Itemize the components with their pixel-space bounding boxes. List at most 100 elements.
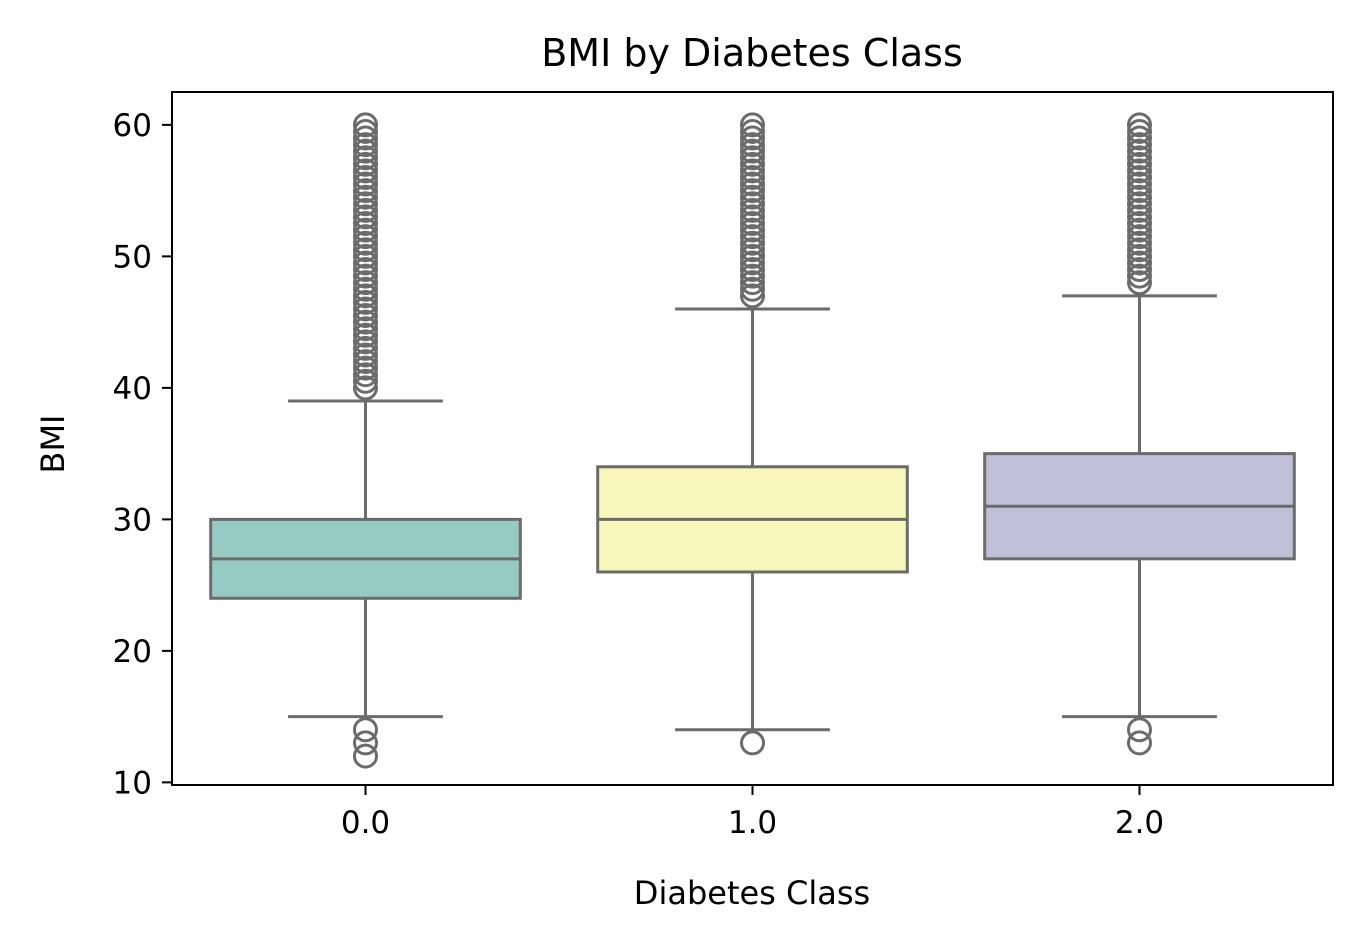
outlier-point	[353, 316, 378, 342]
outlier-point	[740, 276, 765, 302]
x-axis: 0.0 1.0 2.0	[341, 785, 1164, 841]
box-group-1.0	[596, 112, 909, 756]
outlier-point	[1127, 257, 1152, 283]
outlier-point	[1127, 730, 1152, 756]
outlier-point	[1127, 145, 1152, 171]
outlier-point	[1127, 217, 1152, 243]
outlier-point	[740, 210, 765, 236]
x-axis-label: Diabetes Class	[634, 874, 870, 912]
outlier-point	[740, 138, 765, 164]
outlier-point	[353, 276, 378, 302]
outlier-point	[1127, 191, 1152, 217]
outlier-point	[1127, 164, 1152, 190]
outlier-point	[353, 257, 378, 283]
outlier-point	[740, 224, 765, 250]
outlier-point	[353, 164, 378, 190]
outlier-point	[353, 717, 378, 743]
outlier-point	[353, 184, 378, 210]
outlier-point	[353, 355, 378, 381]
outlier-point	[353, 322, 378, 348]
x-tick-label: 0.0	[341, 805, 390, 841]
outlier-point	[353, 349, 378, 375]
y-tick-label: 40	[113, 371, 152, 407]
outlier-point	[1127, 171, 1152, 197]
outlier-point	[353, 335, 378, 361]
outlier-point	[1127, 197, 1152, 223]
outlier-point	[740, 132, 765, 158]
outlier-point	[1127, 112, 1152, 138]
outlier-point	[740, 237, 765, 263]
outlier-point	[740, 257, 765, 283]
outlier-point	[1127, 230, 1152, 256]
outlier-point	[740, 270, 765, 296]
outlier-point	[740, 112, 765, 138]
outlier-point	[1127, 151, 1152, 177]
outlier-point	[353, 730, 378, 756]
outlier-point	[740, 178, 765, 204]
outlier-point	[353, 230, 378, 256]
outlier-point	[1127, 224, 1152, 250]
outlier-point	[740, 250, 765, 276]
outlier-point	[740, 197, 765, 223]
outlier-point	[1127, 178, 1152, 204]
outlier-point	[740, 158, 765, 184]
outlier-point	[1127, 158, 1152, 184]
outlier-point	[353, 342, 378, 368]
outlier-point	[740, 171, 765, 197]
outlier-point	[353, 138, 378, 164]
outlier-point	[740, 243, 765, 269]
outlier-point	[353, 204, 378, 230]
outlier-point	[740, 164, 765, 190]
outlier-point	[353, 132, 378, 158]
y-axis: 10 20 30 40 50 60	[113, 108, 172, 801]
outlier-point	[1127, 270, 1152, 296]
outlier-point	[353, 125, 378, 151]
outlier-point	[353, 210, 378, 236]
outlier-point	[1127, 118, 1152, 144]
outlier-point	[740, 191, 765, 217]
plot-area	[209, 112, 1296, 769]
outlier-point	[740, 184, 765, 210]
outlier-point	[740, 730, 765, 756]
outlier-point	[740, 145, 765, 171]
outlier-point	[1127, 717, 1152, 743]
outlier-point	[353, 303, 378, 329]
y-axis-label: BMI	[34, 415, 72, 474]
outlier-point	[353, 145, 378, 171]
outlier-point	[353, 224, 378, 250]
outlier-point	[1127, 243, 1152, 269]
outlier-point	[353, 158, 378, 184]
outlier-point	[1127, 184, 1152, 210]
outlier-point	[353, 743, 378, 769]
outlier-point	[353, 368, 378, 394]
outlier-point	[1127, 263, 1152, 289]
outlier-point	[740, 230, 765, 256]
outlier-point	[1127, 138, 1152, 164]
outlier-point	[1127, 125, 1152, 151]
outlier-point	[740, 263, 765, 289]
outlier-point	[353, 178, 378, 204]
outlier-point	[740, 125, 765, 151]
outlier-point	[1127, 237, 1152, 263]
outlier-point	[353, 283, 378, 309]
outlier-point	[740, 204, 765, 230]
outlier-point	[353, 309, 378, 335]
chart-title: BMI by Diabetes Class	[541, 31, 963, 75]
outlier-point	[353, 362, 378, 388]
outlier-point	[1127, 132, 1152, 158]
box-group-2.0	[983, 112, 1296, 756]
outlier-point	[740, 118, 765, 144]
outlier-point	[353, 375, 378, 401]
outlier-point	[353, 151, 378, 177]
outlier-point	[353, 171, 378, 197]
outlier-point	[353, 329, 378, 355]
outlier-point	[353, 243, 378, 269]
outlier-point	[353, 263, 378, 289]
box-group-0.0	[209, 112, 522, 769]
outlier-point	[353, 217, 378, 243]
y-tick-label: 20	[113, 634, 152, 670]
outlier-point	[353, 270, 378, 296]
x-tick-label: 1.0	[728, 805, 777, 841]
outlier-point	[353, 237, 378, 263]
